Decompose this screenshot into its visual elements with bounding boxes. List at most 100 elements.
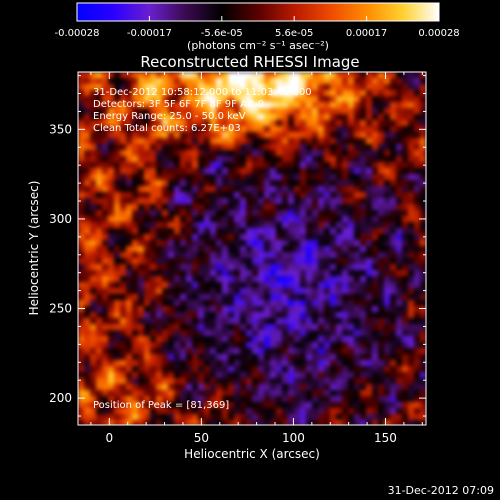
heatmap-cell xyxy=(396,390,402,396)
heatmap-cell xyxy=(108,138,114,144)
heatmap-cell xyxy=(378,348,384,354)
heatmap-cell xyxy=(228,270,234,276)
heatmap-cell xyxy=(102,120,108,126)
heatmap-cell xyxy=(408,342,414,348)
heatmap-cell xyxy=(336,114,342,120)
heatmap-cell xyxy=(108,102,114,108)
heatmap-cell xyxy=(330,336,336,342)
heatmap-cell xyxy=(282,186,288,192)
heatmap-cell xyxy=(84,354,90,360)
heatmap-cell xyxy=(78,354,84,360)
heatmap-cell xyxy=(294,306,300,312)
heatmap-cell xyxy=(132,420,138,425)
heatmap-cell xyxy=(354,300,360,306)
heatmap-cell xyxy=(270,258,276,264)
heatmap-cell xyxy=(168,324,174,330)
heatmap-cell xyxy=(150,204,156,210)
heatmap-cell xyxy=(378,120,384,126)
heatmap-cell xyxy=(420,186,426,192)
heatmap-cell xyxy=(324,102,330,108)
heatmap-cell xyxy=(348,288,354,294)
heatmap-cell xyxy=(306,96,312,102)
heatmap-cell xyxy=(372,246,378,252)
heatmap-cell xyxy=(354,366,360,372)
heatmap-cell xyxy=(78,360,84,366)
heatmap-cell xyxy=(126,138,132,144)
heatmap-cell xyxy=(216,240,222,246)
heatmap-cell xyxy=(312,132,318,138)
heatmap-cell xyxy=(402,330,408,336)
heatmap-cell xyxy=(78,246,84,252)
heatmap-cell xyxy=(150,414,156,420)
heatmap-cell xyxy=(246,414,252,420)
heatmap-cell xyxy=(294,330,300,336)
heatmap-cell xyxy=(234,348,240,354)
heatmap-cell xyxy=(276,372,282,378)
heatmap-cell xyxy=(222,282,228,288)
heatmap-cell xyxy=(282,264,288,270)
heatmap-cell xyxy=(312,156,318,162)
heatmap-cell xyxy=(288,276,294,282)
heatmap-cell xyxy=(318,390,324,396)
heatmap-cell xyxy=(318,108,324,114)
heatmap-cell xyxy=(276,354,282,360)
heatmap-cell xyxy=(288,270,294,276)
heatmap-cell xyxy=(306,126,312,132)
heatmap-cell xyxy=(300,258,306,264)
heatmap-cell xyxy=(84,384,90,390)
heatmap-cell xyxy=(342,228,348,234)
heatmap-cell xyxy=(276,216,282,222)
heatmap-cell xyxy=(342,204,348,210)
heatmap-cell xyxy=(390,372,396,378)
heatmap-cell xyxy=(360,228,366,234)
heatmap-cell xyxy=(306,108,312,114)
heatmap-cell xyxy=(318,96,324,102)
heatmap-cell xyxy=(108,120,114,126)
heatmap-cell xyxy=(168,270,174,276)
heatmap-cell xyxy=(162,258,168,264)
heatmap-cell xyxy=(246,336,252,342)
heatmap-cell xyxy=(270,114,276,120)
heatmap-cell xyxy=(144,234,150,240)
heatmap-cell xyxy=(174,156,180,162)
heatmap-cell xyxy=(108,402,114,408)
heatmap-cell xyxy=(312,210,318,216)
heatmap-cell xyxy=(300,384,306,390)
heatmap-cell xyxy=(78,414,84,420)
heatmap-cell xyxy=(138,384,144,390)
heatmap-cell xyxy=(270,354,276,360)
heatmap-cell xyxy=(288,294,294,300)
heatmap-cell xyxy=(132,114,138,120)
heatmap-cell xyxy=(228,240,234,246)
heatmap-cell xyxy=(246,420,252,425)
heatmap-cell xyxy=(228,282,234,288)
heatmap-cell xyxy=(390,246,396,252)
heatmap-cell xyxy=(84,102,90,108)
heatmap-cell xyxy=(156,264,162,270)
heatmap-cell xyxy=(222,96,228,102)
heatmap-cell xyxy=(186,342,192,348)
heatmap-cell xyxy=(264,372,270,378)
heatmap-cell xyxy=(204,378,210,384)
heatmap-cell xyxy=(246,246,252,252)
heatmap-cell xyxy=(144,252,150,258)
heatmap-cell xyxy=(282,174,288,180)
heatmap-cell xyxy=(78,210,84,216)
heatmap-cell xyxy=(276,348,282,354)
heatmap-cell xyxy=(78,294,84,300)
heatmap-cell xyxy=(96,324,102,330)
heatmap-cell xyxy=(300,210,306,216)
heatmap-cell xyxy=(348,204,354,210)
heatmap-cell xyxy=(234,282,240,288)
heatmap-cell xyxy=(342,114,348,120)
heatmap-cell xyxy=(408,192,414,198)
heatmap-cell xyxy=(126,192,132,198)
heatmap-cell xyxy=(138,288,144,294)
heatmap-cell xyxy=(294,342,300,348)
heatmap-cell xyxy=(366,108,372,114)
heatmap-cell xyxy=(168,192,174,198)
heatmap-cell xyxy=(126,264,132,270)
heatmap-cell xyxy=(162,204,168,210)
heatmap-cell xyxy=(324,294,330,300)
heatmap-cell xyxy=(126,96,132,102)
